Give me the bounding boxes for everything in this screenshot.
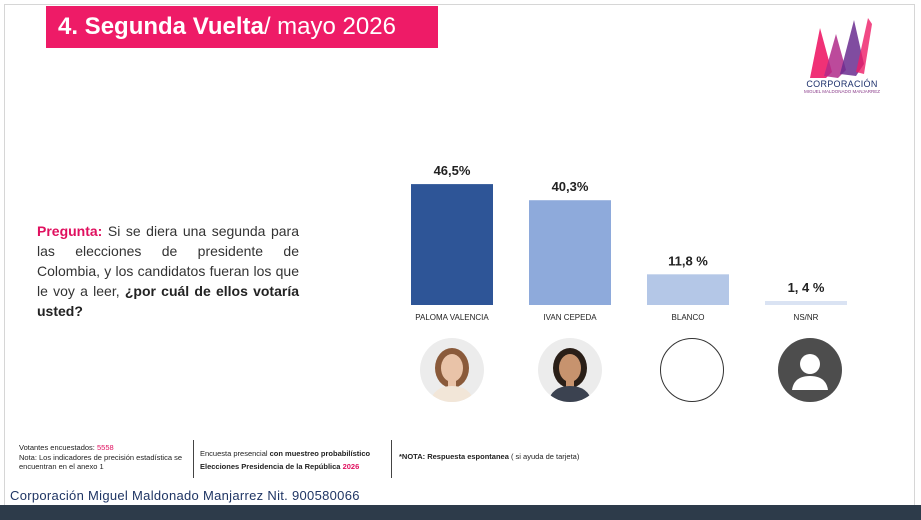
company-footer: Corporación Miguel Maldonado Manjarrez N… xyxy=(10,488,360,503)
value-label-1: 46,5% xyxy=(434,163,471,178)
bar-2 xyxy=(529,200,611,305)
bar-chart: 46,5% PALOMA VALENCIA 40,3% IVAN CEPEDA 11,8… xyxy=(411,163,847,322)
category-label-3: BLANCO xyxy=(672,313,705,322)
value-label-3: 11,8 % xyxy=(668,253,708,268)
question-label: Pregunta: xyxy=(37,223,103,239)
bar-1 xyxy=(411,184,493,305)
nsnr-user xyxy=(778,338,842,402)
value-label-4: 1, 4 % xyxy=(788,280,825,295)
votantes-label: Votantes encuestados: xyxy=(19,443,95,452)
corporacion-logo-icon xyxy=(810,18,872,78)
category-label-4: NS/NR xyxy=(794,313,819,322)
footer-band xyxy=(0,505,921,520)
elecciones-text: Elecciones Presidencia de la República xyxy=(200,462,341,471)
elecciones-year: 2026 xyxy=(342,462,360,471)
logo-subtext: MIGUEL MALDONADO MANJARREZ xyxy=(803,89,881,94)
votantes-value: 5558 xyxy=(96,443,114,452)
footer-note: *NOTA: Respuesta espontanea ( si ayuda d… xyxy=(399,452,579,461)
title-banner: 4. Segunda Vuelta / mayo 2026 xyxy=(46,6,438,48)
encuesta-method: con muestreo probabilístico xyxy=(269,449,371,458)
note-bold: *NOTA: Respuesta espontanea xyxy=(399,452,509,461)
note-rest: ( si ayuda de tarjeta) xyxy=(508,452,580,461)
slide-subtitle: / mayo 2026 xyxy=(263,13,396,40)
footer-divider xyxy=(391,440,392,478)
bar-4 xyxy=(765,301,847,305)
value-label-2: 40,3% xyxy=(552,179,589,194)
question-block: Pregunta: Si se diera una segunda para l… xyxy=(37,221,299,321)
category-label-2: IVAN CEPEDA xyxy=(543,313,597,322)
slide-title: 4. Segunda Vuelta xyxy=(58,13,264,40)
ivan-cepeda-photo xyxy=(538,338,602,402)
precision-note: Nota: Los indicadores de precisión estad… xyxy=(19,452,183,472)
footer-survey-info: Encuesta presencial con muestreo probabi… xyxy=(200,447,388,473)
bar-3 xyxy=(647,274,729,305)
encuesta-prefix: Encuesta presencial xyxy=(200,449,268,458)
category-label-1: PALOMA VALENCIA xyxy=(415,313,489,322)
logo-text: CORPORACIÓN xyxy=(806,79,878,89)
question-text: Si se diera una segunda para las eleccio… xyxy=(37,223,299,299)
question-ask: ¿por cuál de ellos votaría usted? xyxy=(37,283,300,319)
footer-divider xyxy=(193,440,194,478)
paloma-valencia-photo xyxy=(420,338,484,402)
blanco-circle xyxy=(660,338,724,402)
footer-sample-info: Votantes encuestados: 5558 Nota: Los ind… xyxy=(19,443,191,472)
